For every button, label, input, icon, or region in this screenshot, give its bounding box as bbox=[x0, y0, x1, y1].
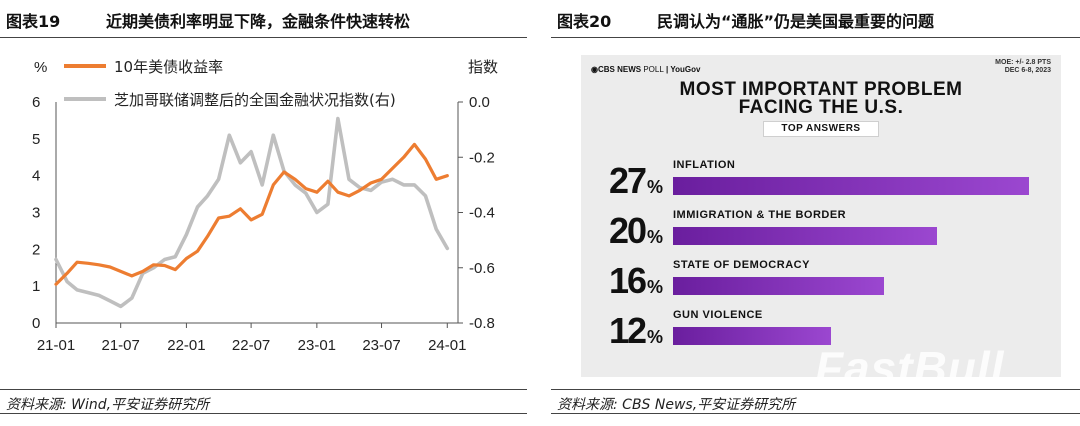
x-tick-label: 23-07 bbox=[362, 337, 400, 354]
answer-percent-value: 16 bbox=[609, 260, 647, 301]
left-y-tick-label: 2 bbox=[32, 241, 40, 258]
cbs-poll-infographic: ◉CBS NEWS POLL | YouGov MOE: +/- 2.8 PTS… bbox=[581, 55, 1061, 377]
answer-row: 27% INFLATION bbox=[581, 159, 1061, 203]
answer-bar bbox=[673, 177, 1029, 195]
legend-label: 10年美债收益率 bbox=[114, 58, 223, 76]
fci-series-line bbox=[54, 116, 450, 309]
answer-label: IMMIGRATION & THE BORDER bbox=[673, 209, 847, 221]
figure-20-panel: 图表20 民调认为“通胀”仍是美国最重要的问题 ◉CBS NEWS POLL |… bbox=[551, 0, 1080, 426]
figure-20-bottom-rule bbox=[551, 389, 1080, 390]
answer-percent: 20% bbox=[609, 211, 663, 257]
cbs-poll-text: POLL bbox=[643, 65, 664, 74]
headline-line-1: MOST IMPORTANT PROBLEM bbox=[679, 79, 963, 100]
percent-sign: % bbox=[647, 277, 664, 297]
left-y-tick-label: 5 bbox=[32, 131, 40, 148]
percent-sign: % bbox=[647, 227, 664, 247]
right-y-tick-label: -0.4 bbox=[469, 205, 495, 222]
figure-19-panel: 图表19 近期美债利率明显下降，金融条件快速转松 6 5 4 3 2 1 0 0.0 -0.2… bbox=[0, 0, 527, 426]
figure-19-bottom-rule bbox=[0, 389, 527, 390]
figure-19-base-rule bbox=[0, 413, 527, 414]
logo-divider: | bbox=[666, 65, 669, 74]
x-tick-label: 21-07 bbox=[101, 337, 139, 354]
legend-label: 芝加哥联储调整后的全国金融状况指数(右) bbox=[114, 91, 396, 109]
percent-sign: % bbox=[647, 327, 664, 347]
answer-bar bbox=[673, 277, 884, 295]
right-axis-unit: 指数 bbox=[468, 59, 498, 76]
right-y-tick-label: -0.6 bbox=[469, 260, 495, 277]
answer-label: INFLATION bbox=[673, 159, 736, 171]
figure-20-header: 图表20 民调认为“通胀”仍是美国最重要的问题 bbox=[557, 6, 1080, 32]
margin-of-error-note: MOE: +/- 2.8 PTS DEC 6-8, 2023 bbox=[931, 59, 1051, 75]
percent-sign: % bbox=[647, 177, 664, 197]
x-tick-label: 21-01 bbox=[37, 337, 75, 354]
answer-percent-value: 12 bbox=[609, 310, 647, 351]
figure-20-source: 资料来源: CBS News,平安证券研究所 bbox=[557, 397, 796, 413]
headline-line-2: FACING THE U.S. bbox=[738, 97, 904, 118]
yield-fci-line-chart: 6 5 4 3 2 1 0 0.0 -0.2 -0.4 -0.6 -0.8 21-01 21-07 22… bbox=[32, 58, 498, 354]
answer-row: 20% IMMIGRATION & THE BORDER bbox=[581, 209, 1061, 253]
answer-percent-value: 20 bbox=[609, 210, 647, 251]
moe-text: MOE: +/- 2.8 PTS bbox=[995, 59, 1051, 66]
figure-20-top-rule bbox=[551, 37, 1080, 38]
figure-19-title: 近期美债利率明显下降，金融条件快速转松 bbox=[106, 12, 411, 31]
left-y-tick-label: 0 bbox=[32, 315, 40, 332]
left-y-tick-label: 3 bbox=[32, 205, 40, 222]
cbs-eye-icon: ◉ bbox=[591, 65, 598, 74]
fastbull-watermark: FastBull bbox=[815, 342, 1005, 377]
right-y-tick-label: -0.8 bbox=[469, 315, 495, 332]
answer-percent: 27% bbox=[609, 161, 663, 207]
answer-bar bbox=[673, 327, 832, 345]
cbs-logo-text: CBS NEWS bbox=[597, 65, 642, 74]
top-answers-label: TOP ANSWERS bbox=[763, 121, 879, 137]
x-tick-label: 24-01 bbox=[428, 337, 466, 354]
left-y-tick-label: 4 bbox=[32, 168, 40, 185]
figure-19-top-rule bbox=[0, 37, 527, 38]
figure-19-source: 资料来源: Wind,平安证券研究所 bbox=[6, 397, 210, 413]
right-y-tick-label: 0.0 bbox=[469, 94, 490, 111]
infographic-headline: MOST IMPORTANT PROBLEM FACING THE U.S. bbox=[581, 79, 1061, 118]
left-axis-unit: % bbox=[34, 59, 47, 76]
x-tick-label: 22-07 bbox=[232, 337, 270, 354]
x-tick-label: 22-01 bbox=[167, 337, 205, 354]
answer-percent: 16% bbox=[609, 261, 663, 307]
x-tick-label: 23-01 bbox=[298, 337, 336, 354]
poll-dates: DEC 6-8, 2023 bbox=[1004, 67, 1051, 74]
treasury-yield-series-line bbox=[54, 142, 449, 286]
figure-20-base-rule bbox=[551, 413, 1080, 414]
right-y-tick-label: -0.2 bbox=[469, 149, 495, 166]
answer-percent: 12% bbox=[609, 311, 663, 357]
left-y-tick-label: 1 bbox=[32, 278, 40, 295]
answer-percent-value: 27 bbox=[609, 160, 647, 201]
left-y-tick-label: 6 bbox=[32, 94, 40, 111]
answer-row: 16% STATE OF DEMOCRACY bbox=[581, 259, 1061, 303]
figure-19-header: 图表19 近期美债利率明显下降，金融条件快速转松 bbox=[6, 6, 527, 32]
figure-19-number: 图表19 bbox=[6, 12, 61, 31]
answer-row: 12% GUN VIOLENCE bbox=[581, 309, 1061, 353]
figure-20-number: 图表20 bbox=[557, 12, 612, 31]
yougov-logo: YouGov bbox=[670, 65, 701, 74]
answer-label: GUN VIOLENCE bbox=[673, 309, 763, 321]
figure-20-title: 民调认为“通胀”仍是美国最重要的问题 bbox=[657, 12, 935, 31]
answer-bar bbox=[673, 227, 937, 245]
cbs-news-logo: ◉CBS NEWS POLL | YouGov bbox=[591, 65, 700, 74]
answer-label: STATE OF DEMOCRACY bbox=[673, 259, 810, 271]
